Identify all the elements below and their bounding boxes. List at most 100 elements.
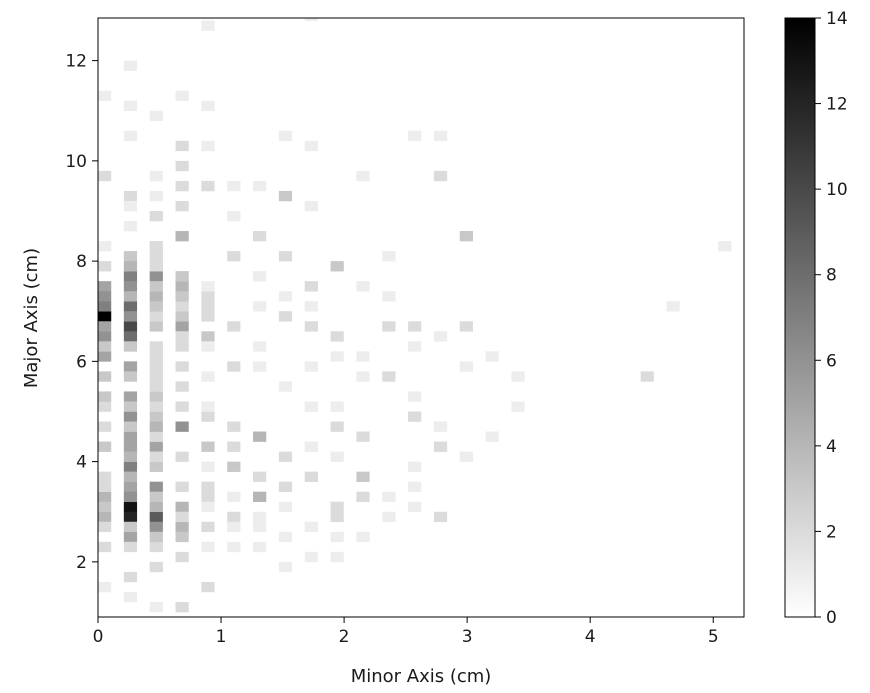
heatmap-cell xyxy=(123,60,138,71)
heatmap-cell xyxy=(330,261,344,272)
heatmap-cell xyxy=(356,491,370,503)
heatmap-cell xyxy=(149,561,163,573)
heatmap-cell xyxy=(175,311,189,322)
y-tick-label: 4 xyxy=(76,453,87,473)
heatmap-cell xyxy=(175,401,189,412)
heatmap-cell xyxy=(201,20,215,31)
heatmap-cell xyxy=(149,461,163,472)
heatmap-cell xyxy=(511,401,525,412)
colorbar-tick-label: 0 xyxy=(826,608,837,628)
heatmap-cell xyxy=(201,491,215,503)
heatmap-cell xyxy=(175,451,189,462)
heatmap-cell xyxy=(149,110,163,122)
heatmap-cell xyxy=(175,501,189,513)
heatmap-cell xyxy=(123,411,138,422)
heatmap-cell xyxy=(201,481,215,492)
heatmap-cell xyxy=(175,481,189,492)
heatmap-cell xyxy=(98,511,112,523)
heatmap-cell xyxy=(123,471,138,482)
heatmap-cell xyxy=(175,200,189,212)
heatmap-cell xyxy=(253,180,267,192)
heatmap-cell xyxy=(330,511,344,523)
heatmap-cell xyxy=(253,431,267,442)
heatmap-cell xyxy=(304,551,318,563)
heatmap-cell xyxy=(149,421,163,432)
heatmap-cell xyxy=(356,531,370,543)
heatmap-cell xyxy=(408,391,422,402)
heatmap-cell xyxy=(175,180,189,192)
x-tick-label: 0 xyxy=(93,627,104,647)
heatmap-cell xyxy=(201,501,215,513)
x-tick-label: 4 xyxy=(585,627,596,647)
x-tick-label: 3 xyxy=(462,627,473,647)
heatmap-cell xyxy=(304,361,318,372)
heatmap-cell xyxy=(408,481,422,492)
heatmap-cell xyxy=(149,311,163,322)
heatmap-cell xyxy=(175,281,189,292)
heatmap-cell xyxy=(175,511,189,523)
heatmap-cell xyxy=(98,241,112,252)
heatmap-cell xyxy=(149,391,163,402)
y-tick-label: 10 xyxy=(65,152,87,172)
heatmap-cell xyxy=(149,210,163,222)
heatmap-cell xyxy=(123,321,138,332)
heatmap-cell xyxy=(253,231,267,242)
heatmap-cell xyxy=(485,351,499,362)
heatmap-cell xyxy=(253,271,267,282)
heatmap-cell xyxy=(98,311,112,322)
heatmap-cell xyxy=(123,501,138,513)
heatmap-cell xyxy=(98,521,112,533)
heatmap-cell xyxy=(382,371,396,382)
heatmap-cell xyxy=(356,351,370,362)
heatmap-cell xyxy=(408,341,422,352)
heatmap-cell xyxy=(304,521,318,533)
heatmap-cell xyxy=(459,231,473,242)
heatmap-cell xyxy=(98,371,112,382)
heatmap-cell xyxy=(123,281,138,292)
heatmap-cell xyxy=(253,511,267,523)
heatmap-cell xyxy=(382,491,396,503)
x-tick-label: 2 xyxy=(339,627,350,647)
heatmap-cell xyxy=(98,301,112,312)
plot-frame xyxy=(97,17,745,618)
heatmap-cell xyxy=(149,291,163,302)
heatmap-cell xyxy=(123,190,138,202)
x-tick-label: 5 xyxy=(708,627,719,647)
heatmap-cell xyxy=(98,331,112,342)
heatmap-cell xyxy=(330,451,344,462)
heatmap-cell xyxy=(175,341,189,352)
heatmap-cell xyxy=(123,421,138,432)
heatmap-cell xyxy=(175,361,189,372)
heatmap-cell xyxy=(459,361,473,372)
y-axis-ticks: 2 4 6 8 10 12 xyxy=(65,52,98,573)
heatmap-cell xyxy=(149,301,163,312)
heatmap-cell xyxy=(433,170,448,182)
heatmap-cell xyxy=(98,481,112,492)
heatmap-cell xyxy=(304,301,318,312)
heatmap-cell xyxy=(459,321,473,332)
heatmap-cell xyxy=(149,411,163,422)
heatmap-cell xyxy=(227,180,241,192)
heatmap-cell xyxy=(175,160,189,172)
heatmap-cell xyxy=(511,371,525,382)
heatmap-cell xyxy=(123,301,138,312)
heatmap-cell xyxy=(433,331,448,342)
heatmap-cell xyxy=(98,401,112,412)
heatmap-cell xyxy=(175,331,189,342)
heatmap-cell xyxy=(408,130,422,142)
colorbar-tick-label: 12 xyxy=(826,95,848,115)
heatmap-cell xyxy=(278,190,293,202)
heatmap-cell xyxy=(356,371,370,382)
heatmap-cell xyxy=(149,431,163,442)
heatmap-cell xyxy=(149,521,163,533)
heatmap-cell xyxy=(201,401,215,412)
heatmap-cell xyxy=(123,461,138,472)
heatmap-cell xyxy=(227,441,241,452)
heatmap-cell xyxy=(98,501,112,513)
heatmap-cell xyxy=(253,341,267,352)
heatmap-cell xyxy=(459,451,473,462)
heatmap-cell xyxy=(149,351,163,362)
heatmap-cell xyxy=(278,311,293,322)
x-axis-ticks: 0 1 2 3 4 5 xyxy=(93,617,719,647)
heatmap-cell xyxy=(253,541,267,553)
